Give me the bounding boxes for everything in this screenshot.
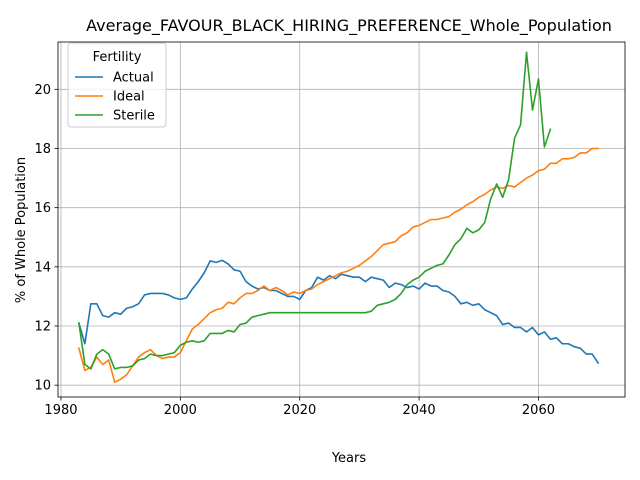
legend-label-actual: Actual	[113, 71, 154, 86]
y-tick-label: 18	[34, 142, 51, 157]
series-line-actual	[77, 259, 600, 365]
y-tick-label: 10	[34, 379, 51, 394]
y-tick-label: 14	[34, 260, 51, 275]
legend-label-sterile: Sterile	[113, 109, 155, 124]
x-tick-label: 2000	[164, 403, 197, 418]
y-axis: 10 12 14 16 18 20	[34, 83, 58, 394]
chart-title: Average_FAVOUR_BLACK_HIRING_PREFERENCE_W…	[86, 16, 612, 36]
legend-label-ideal: Ideal	[113, 90, 145, 105]
y-axis-label: % of Whole Population	[14, 157, 29, 303]
y-tick-label: 16	[34, 201, 51, 216]
series-line-ideal	[77, 147, 599, 384]
legend-box	[67, 42, 167, 128]
legend-entries: Actual Ideal Sterile	[75, 71, 155, 124]
x-axis: 1980 2000 2020 2040 2060	[44, 397, 555, 418]
x-axis-label: Years	[331, 451, 367, 466]
x-tick-label: 2040	[403, 403, 436, 418]
y-tick-label: 12	[34, 320, 51, 335]
y-tick-label: 20	[34, 83, 51, 98]
x-tick-label: 1980	[44, 403, 77, 418]
x-tick-label: 2060	[522, 403, 555, 418]
x-tick-label: 2020	[283, 403, 316, 418]
axes-frame	[57, 41, 626, 398]
series-line-sterile	[77, 51, 552, 370]
legend: Fertility Actual Ideal Sterile	[67, 42, 167, 128]
legend-title: Fertility	[93, 50, 142, 65]
plot-area	[77, 51, 600, 384]
